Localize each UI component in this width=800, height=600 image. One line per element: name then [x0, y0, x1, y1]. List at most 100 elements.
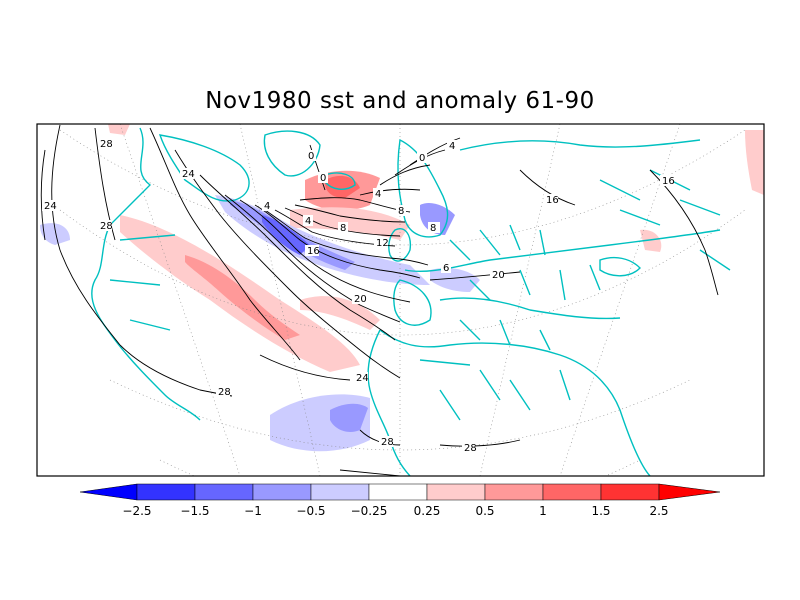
contour-line: [264, 209, 429, 266]
colorbar-swatch: [600, 483, 660, 501]
contour-label: 28: [100, 221, 113, 232]
sst-contours: [40, 124, 719, 476]
coast-canada: [158, 134, 250, 202]
coast-british-isles: [388, 228, 412, 262]
colorbar-label: 0.25: [414, 504, 441, 518]
contour-line: [379, 164, 431, 186]
contour-label: 16: [307, 246, 320, 257]
colorbar-arrow-low: [79, 483, 138, 501]
borders-europe: [449, 224, 601, 351]
coast-europe: [404, 229, 721, 273]
positive-anomaly-band: [290, 207, 410, 240]
coast-scandinavia: [397, 138, 449, 238]
coast-africa: [379, 329, 651, 476]
colorbar-swatch: [368, 483, 428, 501]
colorbar-label: 0.5: [475, 504, 494, 518]
contour-line: [284, 207, 401, 237]
contour-line: [409, 137, 461, 166]
colorbar-swatch: [310, 483, 370, 501]
negative-anomaly-south-core: [330, 403, 368, 432]
positive-anomaly-east: [640, 229, 662, 252]
contour-label: 20: [492, 270, 505, 281]
coast-north-america: [91, 127, 201, 421]
contour-label: 20: [354, 294, 367, 305]
coast-greenland: [263, 130, 321, 177]
positive-anomaly-core: [185, 255, 300, 340]
colorbar-swatch: [194, 483, 254, 501]
colorbar-label: 1: [539, 504, 547, 518]
plot-title: Nov1980 sst and anomaly 61-90: [205, 88, 595, 114]
contour-line: [309, 144, 326, 191]
contour-label: 28: [100, 139, 113, 150]
colorbar-label: 2.5: [649, 504, 668, 518]
contour-label: 24: [182, 169, 195, 180]
contour-line: [519, 169, 576, 206]
contour-label: 16: [546, 195, 559, 206]
contour-label: 24: [356, 373, 369, 384]
coast-arctic: [459, 139, 701, 151]
contour-label: 4: [305, 216, 311, 227]
contour-label: 28: [381, 437, 394, 448]
contour-line: [439, 439, 521, 447]
contour-line: [429, 271, 521, 281]
colorbar-label: 1.5: [591, 504, 610, 518]
borders-north-america: [109, 234, 176, 331]
colorbar-label: −0.5: [296, 504, 325, 518]
contour-label: 4: [264, 201, 270, 212]
contour-label: 8: [398, 206, 404, 217]
contour-line: [294, 204, 406, 223]
contour-label: 16: [662, 176, 675, 187]
contour-line: [339, 469, 401, 476]
positive-anomaly-east-edge: [745, 130, 764, 195]
colorbar-swatch: [484, 483, 544, 501]
contour-label: 8: [340, 223, 346, 234]
contour-line: [359, 429, 401, 446]
colorbar-swatch: [252, 483, 312, 501]
contour-label: 4: [375, 189, 381, 200]
contour-line: [149, 127, 301, 361]
coast-mediterranean: [439, 297, 621, 320]
contour-line: [119, 344, 233, 397]
plot-frame: [36, 123, 765, 477]
positive-anomaly-strip: [300, 296, 380, 330]
contour-line: [199, 174, 396, 341]
colorbar-swatch: [542, 483, 602, 501]
coast-west-africa: [367, 329, 411, 476]
contour-label: 0: [308, 151, 314, 162]
coast-iberia: [393, 279, 432, 326]
coast-black-sea: [599, 256, 641, 277]
contour-label: 6: [443, 263, 449, 274]
contour-line: [259, 354, 351, 381]
contour-line: [359, 188, 421, 196]
contour-line: [174, 149, 401, 379]
contour-line: [224, 194, 401, 323]
positive-anomaly-core-north: [324, 175, 360, 198]
borders-africa: [419, 359, 571, 421]
contour-label: 28: [464, 443, 477, 454]
contour-label: 12: [376, 238, 389, 249]
colorbar: −2.5 −1.5 −1 −0.5 −0.25 0.25 0.5 1 1.5 2…: [79, 483, 721, 518]
colorbar-label: −2.5: [122, 504, 151, 518]
contour-label: 4: [449, 141, 455, 152]
coast-iceland: [324, 172, 356, 190]
colorbar-arrow-high: [658, 483, 721, 501]
contour-label: 8: [430, 223, 436, 234]
colorbar-swatch: [426, 483, 486, 501]
contour-label: 0: [419, 153, 425, 164]
colorbar-label: −1: [244, 504, 262, 518]
anomaly-shading: [40, 124, 764, 452]
negative-anomaly-core: [262, 215, 310, 255]
positive-anomaly-top: [108, 124, 130, 135]
contour-label: 0: [320, 173, 326, 184]
contour-line: [274, 209, 396, 247]
contour-line: [239, 199, 411, 303]
contour-label: 24: [44, 201, 57, 212]
negative-anomaly-med: [430, 268, 480, 292]
contour-line: [40, 149, 46, 241]
contour-line: [51, 124, 121, 346]
coastlines: [91, 127, 731, 476]
contour-labels: 28 24 28 24 0 0 0 4 4 4 8 8 8 12 16 16 2…: [42, 138, 675, 454]
contour-label: 28: [218, 387, 231, 398]
colorbar-swatch: [136, 483, 196, 501]
